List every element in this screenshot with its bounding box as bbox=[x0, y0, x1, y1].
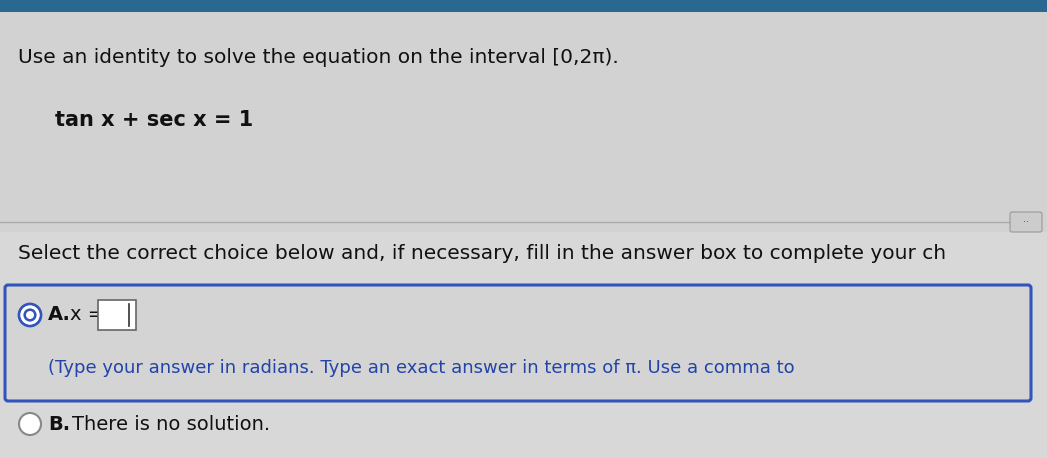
Circle shape bbox=[19, 304, 41, 326]
Text: (Type your answer in radians. Type an exact answer in terms of π. Use a comma to: (Type your answer in radians. Type an ex… bbox=[48, 359, 795, 377]
FancyBboxPatch shape bbox=[0, 0, 1047, 12]
FancyBboxPatch shape bbox=[0, 12, 1047, 458]
FancyBboxPatch shape bbox=[5, 285, 1031, 401]
FancyBboxPatch shape bbox=[1010, 212, 1042, 232]
Text: tan x + sec x = 1: tan x + sec x = 1 bbox=[55, 110, 253, 130]
Text: Use an identity to solve the equation on the interval [0,2π).: Use an identity to solve the equation on… bbox=[18, 48, 619, 67]
FancyBboxPatch shape bbox=[0, 12, 1047, 232]
Text: x =: x = bbox=[70, 305, 105, 325]
Text: B.: B. bbox=[48, 414, 70, 434]
FancyBboxPatch shape bbox=[98, 300, 136, 330]
Circle shape bbox=[19, 413, 41, 435]
Text: A.: A. bbox=[48, 305, 71, 325]
Circle shape bbox=[26, 311, 34, 319]
Text: Select the correct choice below and, if necessary, fill in the answer box to com: Select the correct choice below and, if … bbox=[18, 244, 946, 263]
Circle shape bbox=[22, 307, 38, 323]
Text: ··: ·· bbox=[1023, 217, 1029, 227]
Text: There is no solution.: There is no solution. bbox=[72, 414, 270, 434]
